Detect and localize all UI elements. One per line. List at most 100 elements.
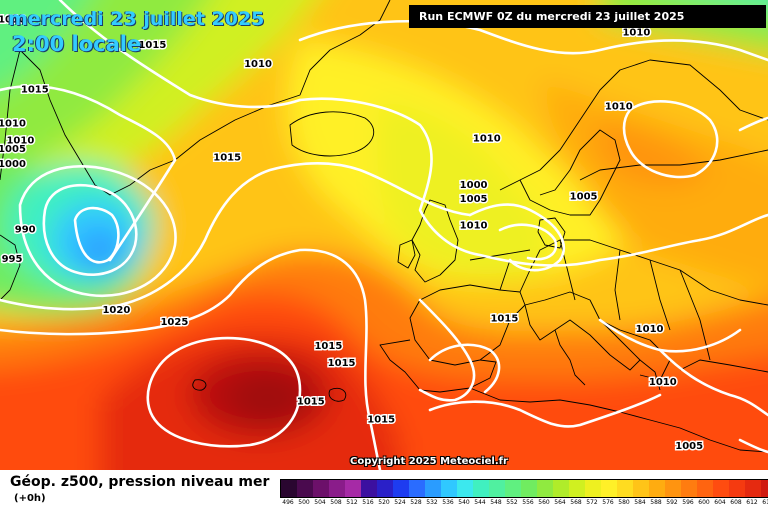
product-title: Géop. z500, pression niveau mer [10, 474, 270, 490]
isobar-label: 1005 [675, 441, 703, 452]
color-scale-label: 524 [394, 499, 406, 506]
isobar-label: 990 [15, 225, 36, 236]
isobar-label: 1015 [490, 314, 518, 325]
isobar-label: 1015 [138, 40, 166, 51]
color-scale-swatch [537, 480, 553, 497]
isobar-label: 1020 [102, 305, 130, 316]
isobar-label: 1005 [460, 194, 488, 205]
run-info-box: Run ECMWF 0Z du mercredi 23 juillet 2025 [409, 5, 766, 28]
color-scale-label: 496 [282, 499, 294, 506]
isobar-label: 1005 [570, 192, 598, 203]
color-scale-label: 576 [602, 499, 614, 506]
isobar-label: 1010 [0, 119, 26, 130]
color-scale-swatch [649, 480, 665, 497]
color-scale-swatch [697, 480, 713, 497]
isobar-label: 1015 [213, 153, 241, 164]
color-scale-swatch [665, 480, 681, 497]
color-scale-swatch [761, 480, 768, 497]
isobar-label: 1015 [367, 414, 395, 425]
color-scale-label: 556 [522, 499, 534, 506]
color-scale-label: 584 [634, 499, 646, 506]
isobar-label: 1025 [160, 317, 188, 328]
isobar-labels: 1010101510151010101010101005100099099510… [0, 5, 705, 454]
isobar-label: 1000 [0, 159, 26, 170]
color-scale-label: 604 [714, 499, 726, 506]
color-scale-label: 504 [314, 499, 326, 506]
isobar-label: 1010 [473, 133, 501, 144]
color-scale-swatch [281, 480, 297, 497]
color-scale-swatch [313, 480, 329, 497]
color-scale-swatch [489, 480, 505, 497]
color-scale-label: 540 [458, 499, 470, 506]
color-scale-label: 588 [650, 499, 662, 506]
color-scale-label: 616 [762, 499, 768, 506]
color-scale-labels: 496 500 504 508 512 516 520 524 528 532 536 540 544 5… [280, 499, 768, 506]
color-scale-swatch [345, 480, 361, 497]
color-scale-swatch [745, 480, 761, 497]
color-scale-swatch [505, 480, 521, 497]
color-scale-swatch [361, 480, 377, 497]
color-scale-swatch [585, 480, 601, 497]
isobar-label: 1015 [314, 341, 342, 352]
geopotential-shading [0, 0, 768, 470]
color-scale-label: 612 [746, 499, 758, 506]
color-scale-swatch [473, 480, 489, 497]
color-scale-swatch [521, 480, 537, 497]
map-time: 2:00 locale [12, 32, 142, 56]
color-scale-label: 600 [698, 499, 710, 506]
color-scale-swatch [441, 480, 457, 497]
color-scale-label: 508 [330, 499, 342, 506]
isobar-label: 1010 [6, 136, 34, 147]
isobar-label: 1015 [297, 396, 325, 407]
color-scale-swatch [601, 480, 617, 497]
color-scale-label: 512 [346, 499, 358, 506]
color-scale-label: 608 [730, 499, 742, 506]
isobar-label: 1010 [605, 102, 633, 113]
color-scale-swatch [329, 480, 345, 497]
isobar-label: 1010 [244, 59, 272, 70]
color-scale-swatch [393, 480, 409, 497]
isobar-label: 1010 [460, 220, 488, 231]
color-scale-label: 580 [618, 499, 630, 506]
color-scale-swatch [633, 480, 649, 497]
color-scale [280, 479, 768, 498]
color-scale-label: 528 [410, 499, 422, 506]
isobar-label: 1010 [636, 324, 664, 335]
color-scale-label: 532 [426, 499, 438, 506]
isobar-label: 1010 [0, 15, 26, 26]
color-scale-swatch [681, 480, 697, 497]
color-scale-label: 520 [378, 499, 390, 506]
color-scale-swatch [297, 480, 313, 497]
copyright-text: Copyright 2025 Meteociel.fr [350, 456, 508, 467]
isobar-label: 1010 [649, 377, 677, 388]
isobar-label: 1015 [21, 85, 49, 96]
color-scale-swatch [729, 480, 745, 497]
isobar-label: 1000 [460, 180, 488, 191]
color-scale-label: 592 [666, 499, 678, 506]
color-scale-label: 572 [586, 499, 598, 506]
color-scale-swatch [457, 480, 473, 497]
color-scale-swatch [713, 480, 729, 497]
isobar-label: 995 [2, 254, 23, 265]
color-scale-swatch [617, 480, 633, 497]
color-scale-label: 564 [554, 499, 566, 506]
color-scale-label: 568 [570, 499, 582, 506]
coastlines [0, 0, 768, 453]
isobar-label: 1015 [328, 358, 356, 369]
color-scale-swatch [569, 480, 585, 497]
color-scale-label: 548 [490, 499, 502, 506]
color-scale-label: 544 [474, 499, 486, 506]
isobar-label: 1010 [622, 27, 650, 38]
isobar-label: 1005 [0, 144, 26, 155]
color-scale-swatch [553, 480, 569, 497]
color-scale-label: 500 [298, 499, 310, 506]
color-scale-label: 560 [538, 499, 550, 506]
legend-footer: Géop. z500, pression niveau mer (+0h) 49… [0, 470, 768, 512]
forecast-horizon: (+0h) [14, 493, 46, 504]
color-scale-label: 516 [362, 499, 374, 506]
color-scale-swatch [425, 480, 441, 497]
color-scale-swatch [377, 480, 393, 497]
color-scale-swatch [409, 480, 425, 497]
isobars [0, 0, 768, 470]
color-scale-label: 596 [682, 499, 694, 506]
